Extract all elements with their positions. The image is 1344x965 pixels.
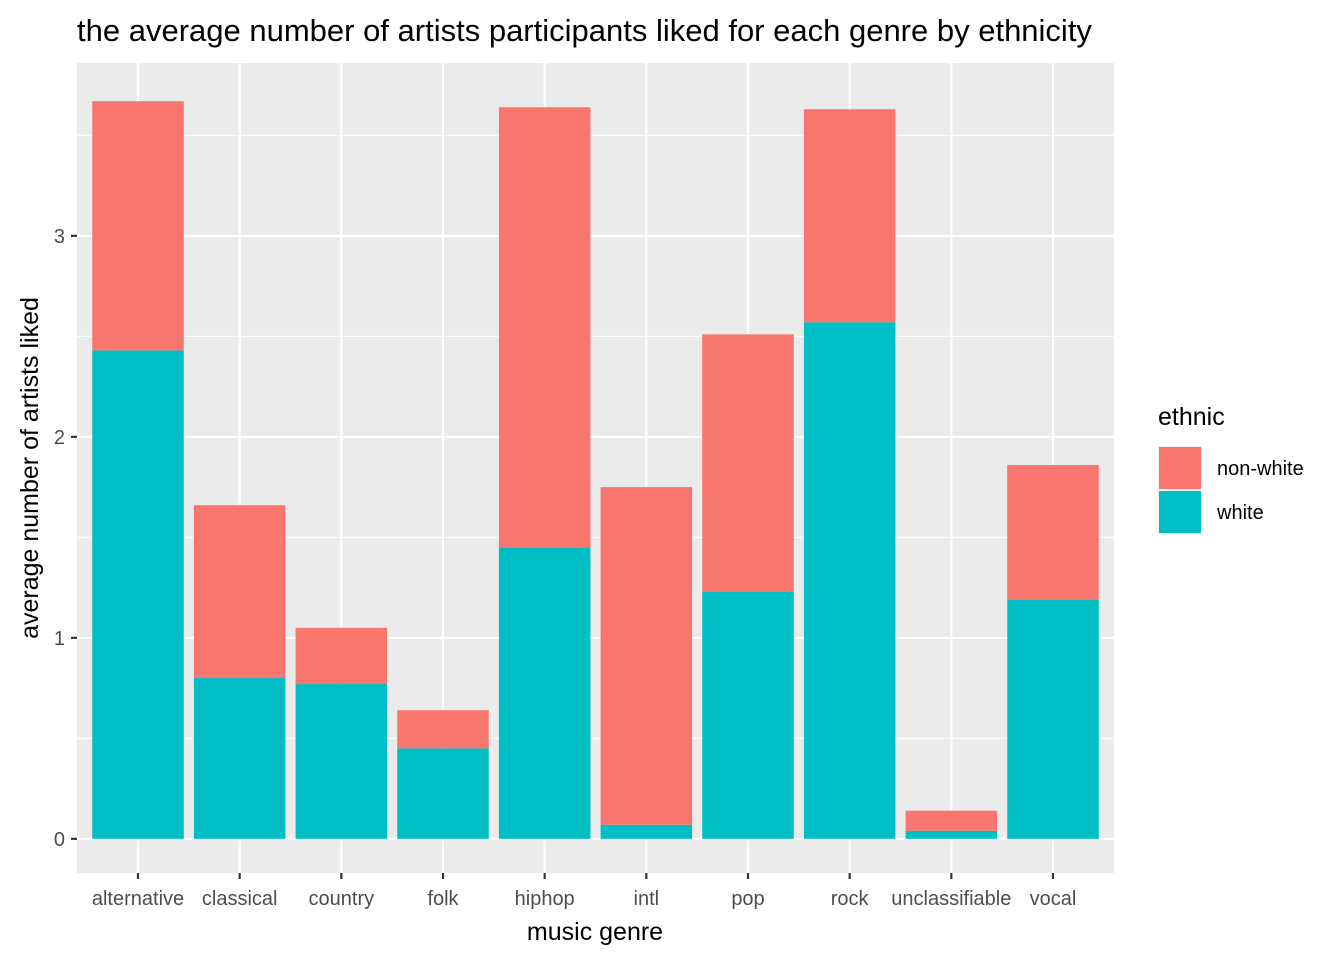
chart-title: the average number of artists participan… <box>77 13 1092 48</box>
bar-non-white-vocal <box>1007 464 1099 600</box>
x-tick-label: country <box>309 888 375 910</box>
y-axis-title: average number of artists liked <box>16 297 44 639</box>
bar-white-rock <box>803 322 896 839</box>
y-tick-label: 3 <box>54 226 65 248</box>
bar-white-vocal <box>1007 599 1099 839</box>
bar-white-classical <box>193 678 286 839</box>
x-tick-label: rock <box>831 888 870 910</box>
bar-white-pop <box>702 591 794 839</box>
legend-key-white <box>1159 491 1201 533</box>
bar-non-white-intl <box>600 487 693 825</box>
bars <box>92 101 1099 839</box>
legend-key-non-white <box>1159 447 1201 489</box>
x-tick-label: intl <box>634 888 660 910</box>
bar-white-alternative <box>92 350 184 839</box>
legend-title: ethnic <box>1158 403 1225 431</box>
bar-white-intl <box>600 824 693 839</box>
bar-white-folk <box>397 748 489 839</box>
x-tick-label: pop <box>731 888 764 910</box>
x-tick-label: unclassifiable <box>891 888 1011 910</box>
bar-white-country <box>295 684 388 839</box>
y-axis: 0 1 2 3 <box>54 226 77 851</box>
bar-non-white-pop <box>702 334 794 592</box>
y-tick-label: 2 <box>54 427 65 449</box>
y-tick-label: 1 <box>54 628 65 650</box>
bar-non-white-alternative <box>92 101 184 351</box>
bar-white-unclassifiable <box>905 830 998 839</box>
bar-non-white-folk <box>397 710 489 749</box>
bar-non-white-rock <box>803 109 896 323</box>
legend-label-white: white <box>1216 502 1264 524</box>
bar-white-hiphop <box>498 547 591 839</box>
legend-label-non-white: non-white <box>1217 458 1304 480</box>
bar-non-white-hiphop <box>498 107 591 548</box>
x-axis: alternative classical country folk hiphop int… <box>92 873 1076 910</box>
legend: ethnic non-white white <box>1158 403 1304 534</box>
x-tick-label: vocal <box>1030 888 1077 910</box>
x-tick-label: classical <box>202 888 278 910</box>
bar-non-white-unclassifiable <box>905 810 998 831</box>
x-tick-label: alternative <box>92 888 184 910</box>
y-tick-label: 0 <box>54 829 65 851</box>
legend-items: non-white white <box>1158 446 1304 534</box>
x-tick-label: hiphop <box>515 888 575 910</box>
bar-non-white-country <box>295 627 388 685</box>
x-tick-label: folk <box>427 888 459 910</box>
bar-non-white-classical <box>193 505 286 679</box>
x-axis-title: music genre <box>527 918 663 946</box>
